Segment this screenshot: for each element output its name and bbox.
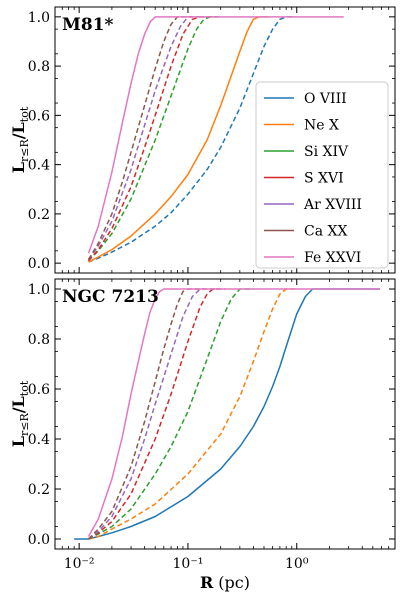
- x-tick-label: 10⁻²: [64, 556, 95, 572]
- plot-area-frame: [54, 278, 396, 550]
- y-axis-label-bottom: Lr≤R/Ltot: [9, 380, 31, 447]
- y-tick-label: 0.6: [28, 382, 50, 398]
- xlabel-unit: (pc): [218, 573, 250, 592]
- series-line-0: [74, 288, 380, 540]
- series-line-1: [88, 16, 269, 263]
- legend-label: S XVI: [304, 171, 344, 187]
- series-line-2: [87, 16, 221, 262]
- panel-bottom: 0.0 0.2 0.4 0.6 0.8 1.0 10⁻² 10⁻¹ 10⁰ NGC 7213: [28, 278, 396, 572]
- series-line-6: [87, 288, 380, 537]
- x-tick-label: 10⁻¹: [173, 556, 204, 572]
- ylabel-sub2: tot: [18, 380, 31, 396]
- legend: O VIII Ne X Si XIV S XVI Ar XVIII Ca XX Fe XXV…: [255, 81, 389, 269]
- legend-label: Ar XVIII: [303, 197, 362, 213]
- y-axis-label-top: Lr≤R/Ltot: [9, 106, 31, 173]
- series-line-5: [87, 288, 204, 540]
- y-tick-label: 0.8: [28, 59, 50, 75]
- series-line-4: [87, 16, 204, 260]
- ylabel-main: L: [9, 162, 28, 173]
- xlabel-main: R: [200, 573, 214, 592]
- x-tick-label: 10⁰: [285, 556, 309, 572]
- series-line-1: [88, 288, 297, 540]
- ylabel-sub2: tot: [18, 106, 31, 122]
- y-tick-label: 0.4: [28, 432, 50, 448]
- panel-title: M81*: [62, 15, 113, 35]
- axis-ticks: 0.0 0.2 0.4 0.6 0.8 1.0: [28, 7, 396, 273]
- y-tick-label: 0.2: [28, 482, 50, 498]
- series-line-2: [88, 288, 254, 540]
- legend-label: Fe XXVI: [304, 250, 361, 266]
- y-tick-label: 0.8: [28, 332, 50, 348]
- legend-box: [255, 81, 389, 269]
- legend-label: O VIII: [304, 91, 347, 107]
- ylabel-sub1: r≤R: [18, 139, 31, 162]
- ylabel-sub1: r≤R: [18, 413, 31, 436]
- y-tick-label: 0.0: [28, 256, 50, 272]
- legend-label: Ne X: [304, 118, 339, 134]
- series-line-3: [88, 288, 226, 540]
- y-tick-label: 0.0: [28, 532, 50, 548]
- ylabel-sep: /L: [9, 122, 28, 139]
- series-group: [87, 16, 344, 263]
- legend-label: Si XIV: [304, 144, 349, 160]
- series-line-3: [87, 16, 216, 262]
- ylabel-main: L: [9, 436, 28, 447]
- y-tick-label: 1.0: [28, 282, 50, 298]
- series-line-5: [87, 16, 193, 260]
- plot-area-frame: [54, 6, 396, 274]
- series-line-4: [88, 288, 216, 540]
- y-tick-label: 0.4: [28, 158, 50, 174]
- axis-ticks: 0.0 0.2 0.4 0.6 0.8 1.0 10⁻² 10⁻¹ 10⁰: [28, 279, 396, 572]
- panel-top: 0.0 0.2 0.4 0.6 0.8 1.0 M81* O VIII Ne X Si XIV…: [28, 6, 396, 274]
- y-tick-label: 1.0: [28, 10, 50, 26]
- y-tick-label: 0.6: [28, 108, 50, 124]
- ylabel-sep: /L: [9, 396, 28, 413]
- legend-label: Ca XX: [304, 224, 347, 240]
- panel-title: NGC 7213: [62, 287, 159, 307]
- series-group: [74, 288, 380, 540]
- x-axis-label: R (pc): [200, 573, 250, 592]
- series-line-0: [88, 16, 295, 263]
- y-tick-label: 0.2: [28, 207, 50, 223]
- series-line-6: [87, 16, 344, 254]
